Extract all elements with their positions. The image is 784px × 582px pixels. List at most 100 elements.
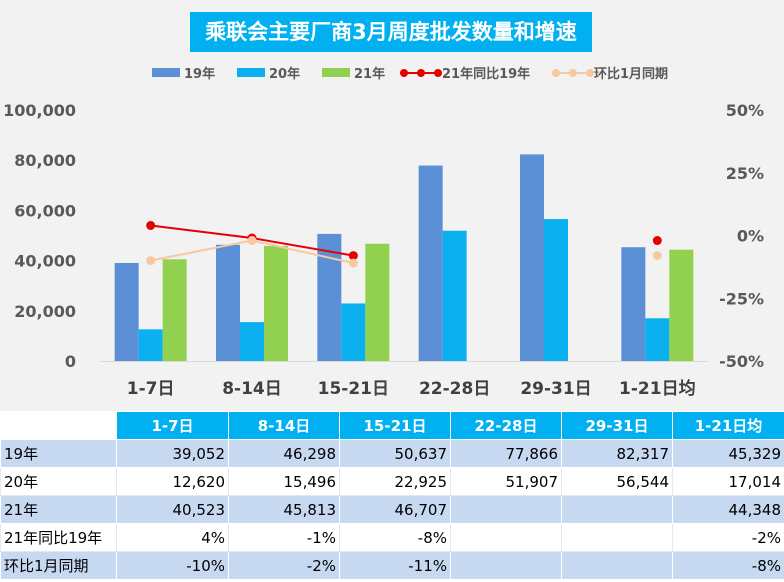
- legend-marker: [569, 69, 577, 77]
- line-marker: [652, 251, 662, 261]
- bar: [544, 219, 568, 361]
- x-tick-label: 8-14日: [222, 379, 282, 399]
- table-header-cell: 1-7日: [116, 411, 229, 440]
- legend-label: 19年: [184, 66, 215, 82]
- chart-svg: 0 20,000 40,000 60,000 80,000 100,000 -50% -25%…: [3, 66, 764, 399]
- table-cell: -2%: [672, 523, 784, 552]
- legend-marker: [434, 69, 442, 77]
- table-cell: 51,907: [450, 467, 562, 496]
- table-header-row: 1-7日 8-14日 15-21日 22-28日 29-31日 1-21日均: [0, 411, 784, 440]
- table-cell: 77,866: [450, 439, 562, 468]
- table-cell: 40,523: [116, 495, 229, 524]
- table-cell: [450, 551, 562, 580]
- bar: [114, 262, 139, 361]
- legend-marker: [400, 69, 408, 77]
- legend-label: 环比1月同期: [594, 66, 668, 82]
- table-cell: 46,707: [339, 495, 451, 524]
- x-tick-label: 22-28日: [419, 379, 490, 399]
- y-right-tick-label: -25%: [719, 289, 764, 308]
- table-cell: [561, 495, 673, 524]
- legend-marker: [417, 69, 425, 77]
- legend-swatch: [152, 68, 180, 77]
- data-table: 1-7日 8-14日 15-21日 22-28日 29-31日 1-21日均 1…: [0, 411, 784, 580]
- legend-label: 21年: [354, 66, 385, 82]
- y-left-tick-label: 60,000: [14, 201, 76, 220]
- table-cell: -8%: [339, 523, 451, 552]
- table-header-cell: 1-21日均: [672, 411, 784, 440]
- table-cell: 56,544: [561, 467, 673, 496]
- table-row: 19年 39,052 46,298 50,637 77,866 82,317 4…: [0, 439, 784, 468]
- x-tick-label: 1-7日: [127, 379, 175, 399]
- table-cell: 22,925: [339, 467, 451, 496]
- table-cell: -11%: [339, 551, 451, 580]
- table-row-label: 环比1月同期: [0, 551, 117, 580]
- table-cell: -2%: [228, 551, 340, 580]
- table-cell: 50,637: [339, 439, 451, 468]
- bar: [138, 329, 163, 361]
- table-cell: 44,348: [672, 495, 784, 524]
- table-cell: [450, 495, 562, 524]
- table-header-cell: 15-21日: [339, 411, 451, 440]
- line-marker: [146, 220, 156, 230]
- table-row-label: 21年: [0, 495, 117, 524]
- legend-marker: [552, 69, 560, 77]
- table-cell: 39,052: [116, 439, 229, 468]
- bar: [520, 154, 544, 361]
- legend-swatch: [237, 68, 265, 77]
- bar: [162, 259, 187, 361]
- table-cell: [561, 523, 673, 552]
- line-marker: [247, 236, 257, 246]
- chart-area: 0 20,000 40,000 60,000 80,000 100,000 -50% -25%…: [0, 0, 784, 411]
- table-cell: 46,298: [228, 439, 340, 468]
- table-row-label: 19年: [0, 439, 117, 468]
- legend-label: 21年同比19年: [442, 66, 530, 82]
- bar: [669, 249, 694, 361]
- table-header-cell: 29-31日: [561, 411, 673, 440]
- table-cell: [450, 523, 562, 552]
- y-left-tick-label: 100,000: [3, 101, 76, 120]
- table-cell: 45,329: [672, 439, 784, 468]
- bar: [621, 247, 646, 361]
- table-cell: 82,317: [561, 439, 673, 468]
- table-header-cell: 8-14日: [228, 411, 340, 440]
- table-corner-cell: [0, 411, 117, 440]
- y-left-tick-label: 40,000: [14, 252, 76, 271]
- x-tick-label: 1-21日均: [619, 378, 696, 399]
- bar: [264, 246, 288, 361]
- x-tick-label: 29-31日: [520, 379, 591, 399]
- table-row-label: 21年同比19年: [0, 523, 117, 552]
- bar: [645, 318, 670, 361]
- table-row: 环比1月同期 -10% -2% -11% -8%: [0, 551, 784, 580]
- table-cell: 12,620: [116, 467, 229, 496]
- line-marker: [348, 258, 358, 268]
- y-right-tick-label: 0%: [737, 227, 764, 246]
- table-row: 20年 12,620 15,496 22,925 51,907 56,544 1…: [0, 467, 784, 496]
- bar: [341, 303, 366, 361]
- bar: [418, 165, 443, 361]
- table-cell: 45,813: [228, 495, 340, 524]
- y-right-tick-label: 50%: [726, 101, 764, 120]
- table-cell: -1%: [228, 523, 340, 552]
- table-cell: -10%: [116, 551, 229, 580]
- legend-label: 20年: [269, 66, 300, 82]
- bar: [365, 243, 390, 361]
- table-cell: [561, 551, 673, 580]
- bar: [216, 244, 240, 361]
- table-row-label: 20年: [0, 467, 117, 496]
- chart-title: 乘联会主要厂商3月周度批发数量和增速: [190, 12, 592, 52]
- table-header-cell: 22-28日: [450, 411, 562, 440]
- y-left-tick-label: 80,000: [14, 151, 76, 170]
- y-left-tick-label: 20,000: [14, 302, 76, 321]
- table-cell: 15,496: [228, 467, 340, 496]
- table-row: 21年同比19年 4% -1% -8% -2%: [0, 523, 784, 552]
- line-marker: [652, 236, 662, 246]
- legend-swatch: [322, 68, 350, 77]
- y-right-tick-label: 25%: [726, 164, 764, 183]
- table-cell: 4%: [116, 523, 229, 552]
- bar: [240, 322, 264, 361]
- table-cell: 17,014: [672, 467, 784, 496]
- table-row: 21年 40,523 45,813 46,707 44,348: [0, 495, 784, 524]
- x-tick-label: 15-21日: [318, 379, 389, 399]
- table-cell: -8%: [672, 551, 784, 580]
